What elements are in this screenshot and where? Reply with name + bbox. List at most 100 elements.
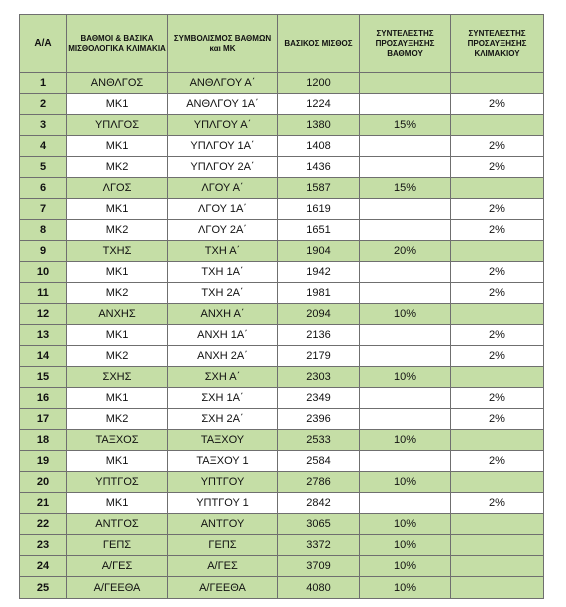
symbol-cell: ΥΠΛΓΟΥ 2Α΄ <box>167 156 278 178</box>
grade-coefficient-cell: 10% <box>359 534 451 556</box>
table-row: 13 ΜΚ1 ΑΝΧΗ 1Α΄ 2136 2% <box>19 324 544 346</box>
row-number-cell: 21 <box>19 492 67 514</box>
row-number-cell: 11 <box>19 282 67 304</box>
grade-cell: ΑΝΘΛΓΟΣ <box>66 72 168 94</box>
symbol-cell: ΥΠΛΓΟΥ 1Α΄ <box>167 135 278 157</box>
symbol-cell: ΤΧΗ 2Α΄ <box>167 282 278 304</box>
grade-cell: ΜΚ1 <box>66 261 168 283</box>
salary-cell: 1408 <box>277 135 360 157</box>
step-coefficient-cell: 2% <box>450 198 544 220</box>
table-row: 20 ΥΠΤΓΟΣ ΥΠΤΓΟΥ 2786 10% <box>19 471 544 493</box>
row-number-cell: 18 <box>19 429 67 451</box>
symbol-cell: ΣΧΗ Α΄ <box>167 366 278 388</box>
symbol-cell: ΛΓΟΥ 2Α΄ <box>167 219 278 241</box>
header-grade: ΒΑΘΜΟΙ & ΒΑΣΙΚΑ ΜΙΣΘΟΛΟΓΙΚΑ ΚΛΙΜΑΚΙΑ <box>66 14 168 73</box>
step-coefficient-cell <box>450 366 544 388</box>
step-coefficient-cell: 2% <box>450 324 544 346</box>
table-row: 4 ΜΚ1 ΥΠΛΓΟΥ 1Α΄ 1408 2% <box>19 135 544 157</box>
row-number-cell: 20 <box>19 471 67 493</box>
row-number-cell: 13 <box>19 324 67 346</box>
step-coefficient-cell <box>450 303 544 325</box>
symbol-cell: ΤΧΗ Α΄ <box>167 240 278 262</box>
header-grade-coefficient: ΣΥΝΤΕΛΕΣΤΗΣ ΠΡΟΣΑΥΞΗΣΗΣ ΒΑΘΜΟΥ <box>359 14 451 73</box>
grade-cell: ΜΚ1 <box>66 135 168 157</box>
grade-cell: ΜΚ1 <box>66 492 168 514</box>
step-coefficient-cell <box>450 240 544 262</box>
step-coefficient-cell: 2% <box>450 408 544 430</box>
grade-coefficient-cell <box>359 135 451 157</box>
row-number-cell: 7 <box>19 198 67 220</box>
grade-cell: ΜΚ2 <box>66 345 168 367</box>
grade-cell: ΜΚ1 <box>66 93 168 115</box>
table-row: 23 ΓΕΠΣ ΓΕΠΣ 3372 10% <box>19 534 544 556</box>
grade-cell: ΜΚ1 <box>66 198 168 220</box>
header-step-coefficient: ΣΥΝΤΕΛΕΣΤΗΣ ΠΡΟΣΑΥΞΗΣΗΣ ΚΛΙΜΑΚΙΟΥ <box>450 14 544 73</box>
step-coefficient-cell: 2% <box>450 261 544 283</box>
grade-coefficient-cell <box>359 408 451 430</box>
table-row: 15 ΣΧΗΣ ΣΧΗ Α΄ 2303 10% <box>19 366 544 388</box>
grade-cell: ΛΓΟΣ <box>66 177 168 199</box>
grade-cell: ΓΕΠΣ <box>66 534 168 556</box>
salary-cell: 1200 <box>277 72 360 94</box>
symbol-cell: ΣΧΗ 1Α΄ <box>167 387 278 409</box>
grade-cell: ΤΧΗΣ <box>66 240 168 262</box>
salary-cell: 1619 <box>277 198 360 220</box>
grade-cell: ΜΚ1 <box>66 324 168 346</box>
grade-coefficient-cell: 10% <box>359 555 451 577</box>
symbol-cell: Α/ΓΕΕΘΑ <box>167 576 278 599</box>
grade-coefficient-cell <box>359 198 451 220</box>
row-number-cell: 9 <box>19 240 67 262</box>
salary-cell: 1380 <box>277 114 360 136</box>
symbol-cell: ΤΑΞΧΟΥ <box>167 429 278 451</box>
row-number-cell: 8 <box>19 219 67 241</box>
grade-cell: ΣΧΗΣ <box>66 366 168 388</box>
step-coefficient-cell <box>450 576 544 599</box>
salary-cell: 2094 <box>277 303 360 325</box>
table-row: 8 ΜΚ2 ΛΓΟΥ 2Α΄ 1651 2% <box>19 219 544 241</box>
symbol-cell: ΥΠΤΓΟΥ 1 <box>167 492 278 514</box>
grade-coefficient-cell: 15% <box>359 177 451 199</box>
symbol-cell: ΥΠΤΓΟΥ <box>167 471 278 493</box>
row-number-cell: 25 <box>19 576 67 599</box>
grade-coefficient-cell <box>359 156 451 178</box>
table-row: 24 Α/ΓΕΣ Α/ΓΕΣ 3709 10% <box>19 555 544 577</box>
row-number-cell: 5 <box>19 156 67 178</box>
step-coefficient-cell: 2% <box>450 93 544 115</box>
salary-cell: 2396 <box>277 408 360 430</box>
grade-cell: ΥΠΤΓΟΣ <box>66 471 168 493</box>
grade-cell: ΑΝΤΓΟΣ <box>66 513 168 535</box>
row-number-cell: 15 <box>19 366 67 388</box>
salary-cell: 2842 <box>277 492 360 514</box>
grade-cell: Α/ΓΕΣ <box>66 555 168 577</box>
table-row: 11 ΜΚ2 ΤΧΗ 2Α΄ 1981 2% <box>19 282 544 304</box>
row-number-cell: 16 <box>19 387 67 409</box>
salary-table-container: Α/Α ΒΑΘΜΟΙ & ΒΑΣΙΚΑ ΜΙΣΘΟΛΟΓΙΚΑ ΚΛΙΜΑΚΙΑ… <box>19 14 544 599</box>
row-number-cell: 2 <box>19 93 67 115</box>
symbol-cell: ΥΠΛΓΟΥ Α΄ <box>167 114 278 136</box>
table-row: 5 ΜΚ2 ΥΠΛΓΟΥ 2Α΄ 1436 2% <box>19 156 544 178</box>
table-row: 3 ΥΠΛΓΟΣ ΥΠΛΓΟΥ Α΄ 1380 15% <box>19 114 544 136</box>
table-row: 6 ΛΓΟΣ ΛΓΟΥ Α΄ 1587 15% <box>19 177 544 199</box>
row-number-cell: 3 <box>19 114 67 136</box>
grade-cell: Α/ΓΕΕΘΑ <box>66 576 168 599</box>
symbol-cell: ΑΝΘΛΓΟΥ 1Α΄ <box>167 93 278 115</box>
row-number-cell: 6 <box>19 177 67 199</box>
grade-coefficient-cell <box>359 261 451 283</box>
grade-coefficient-cell: 10% <box>359 471 451 493</box>
step-coefficient-cell <box>450 72 544 94</box>
symbol-cell: ΑΝΘΛΓΟΥ Α΄ <box>167 72 278 94</box>
step-coefficient-cell <box>450 555 544 577</box>
symbol-cell: ΤΑΞΧΟΥ 1 <box>167 450 278 472</box>
salary-cell: 2303 <box>277 366 360 388</box>
grade-coefficient-cell: 10% <box>359 303 451 325</box>
symbol-cell: ΤΧΗ 1Α΄ <box>167 261 278 283</box>
grade-coefficient-cell <box>359 219 451 241</box>
symbol-cell: ΓΕΠΣ <box>167 534 278 556</box>
table-row: 7 ΜΚ1 ΛΓΟΥ 1Α΄ 1619 2% <box>19 198 544 220</box>
table-row: 9 ΤΧΗΣ ΤΧΗ Α΄ 1904 20% <box>19 240 544 262</box>
grade-cell: ΜΚ1 <box>66 450 168 472</box>
salary-cell: 1587 <box>277 177 360 199</box>
table-row: 14 ΜΚ2 ΑΝΧΗ 2Α΄ 2179 2% <box>19 345 544 367</box>
header-salary: ΒΑΣΙΚΟΣ ΜΙΣΘΟΣ <box>277 14 360 73</box>
grade-cell: ΜΚ2 <box>66 219 168 241</box>
